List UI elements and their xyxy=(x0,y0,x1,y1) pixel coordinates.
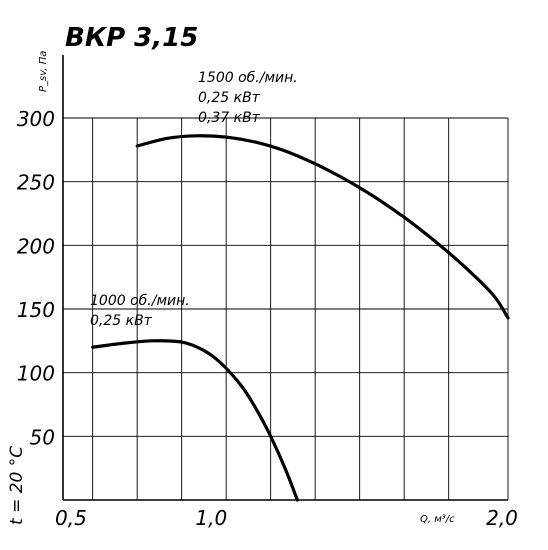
axes xyxy=(62,55,508,501)
y-tick-label: 250 xyxy=(17,171,55,195)
x-tick-label: 2,0 xyxy=(486,506,518,530)
y-axis-label: P_sv, Па xyxy=(38,51,49,92)
x-tick-label: 0,5 xyxy=(55,506,87,530)
tick-labels: 50 100 150 200 250 300 0,5 1,0 2,0 xyxy=(17,107,518,530)
temperature-label: t = 20 °C xyxy=(7,446,27,525)
chart-title: ВКР 3,15 xyxy=(65,23,198,53)
y-tick-label: 300 xyxy=(17,107,55,131)
y-tick-label: 50 xyxy=(30,425,55,449)
annotations: 1500 об./мин. 0,25 кВт 0,37 кВт 1000 об./ми… xyxy=(90,70,298,329)
y-tick-label: 100 xyxy=(17,362,55,386)
grid xyxy=(63,117,509,500)
curves xyxy=(91,134,510,502)
y-tick-label: 200 xyxy=(17,234,55,258)
series-label-1: 0,25 кВт xyxy=(198,90,261,106)
y-tick-label: 150 xyxy=(17,298,55,322)
x-tick-label: 1,0 xyxy=(195,506,227,530)
series-line-2 xyxy=(91,339,299,502)
series-label-1: 1500 об./мин. xyxy=(198,70,298,86)
series-line-1 xyxy=(135,134,510,320)
series-label-1: 0,37 кВт xyxy=(198,110,261,126)
x-axis-label: Q, м³/с xyxy=(420,514,455,525)
series-label-2: 1000 об./мин. xyxy=(90,293,190,309)
series-label-2: 0,25 кВт xyxy=(90,313,153,329)
